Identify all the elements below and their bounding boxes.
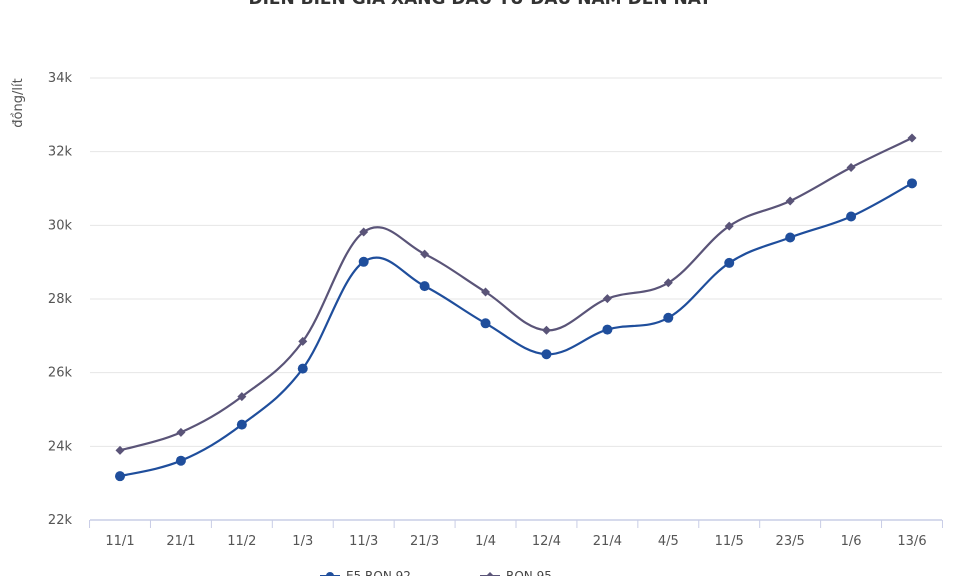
data-point-ron-95 [481,287,491,297]
x-tick-label: 12/4 [532,534,561,549]
data-point-ron-95 [115,445,125,455]
data-point-ron-95 [298,336,308,346]
series-line-e5-ron-92 [119,182,913,478]
x-tick-label: 11/3 [349,534,378,549]
x-tick-label: 11/1 [105,534,134,549]
y-tick-label: 30k [48,218,73,233]
x-tick-label: 23/5 [776,534,805,549]
legend-label-e5-ron-92: E5 RON 92 [346,569,411,576]
x-tick-label: 13/6 [897,534,926,549]
data-point-ron-95 [420,249,430,259]
y-tick-label: 26k [48,366,73,381]
x-tick-label: 21/3 [410,534,439,549]
legend-label-ron-95: RON 95 [506,569,552,576]
x-tick-label: 21/4 [593,534,622,549]
data-point-e5-ron-92 [297,363,308,374]
y-tick-label: 22k [48,513,73,528]
data-point-e5-ron-92 [846,211,857,222]
data-point-e5-ron-92 [541,349,552,360]
x-tick-label: 1/6 [841,534,862,549]
data-point-e5-ron-92 [602,324,613,335]
data-point-ron-95 [724,221,734,231]
data-point-e5-ron-92 [480,318,491,329]
data-point-ron-95 [541,325,551,335]
data-point-ron-95 [602,294,612,304]
data-point-ron-95 [785,196,795,206]
data-point-e5-ron-92 [724,257,735,268]
data-point-e5-ron-92 [236,419,247,430]
data-point-ron-95 [663,278,673,288]
data-point-ron-95 [846,163,856,173]
x-tick-label: 1/4 [475,534,496,549]
data-point-e5-ron-92 [785,232,796,243]
legend-marker-e5-ron-92 [326,572,334,580]
y-tick-label: 34k [48,71,73,86]
x-tick-label: 4/5 [658,534,679,549]
x-tick-label: 1/3 [292,534,313,549]
data-point-e5-ron-92 [115,471,125,482]
series-line-ron-95 [119,137,913,452]
data-point-e5-ron-92 [419,281,430,292]
legend: E5 RON 92 RON 95 [320,569,552,580]
data-point-ron-95 [359,227,369,237]
data-point-ron-95 [907,133,917,143]
y-tick-label: 32k [48,145,73,160]
x-tick-label: 11/5 [715,534,744,549]
x-tick-label: 11/2 [227,534,256,549]
grid-lines [90,77,942,447]
y-tick-label: 28k [48,292,73,307]
legend-marker-ron-95 [486,572,494,580]
x-tick-label: 21/1 [166,534,195,549]
data-point-ron-95 [176,427,186,437]
y-tick-label: 24k [48,439,73,454]
series-group [115,133,917,482]
data-point-e5-ron-92 [907,178,917,189]
data-point-e5-ron-92 [358,256,369,267]
data-point-ron-95 [237,392,247,402]
chart-title: DIỄN BIẾN GIÁ XĂNG DẦU TỪ ĐẦU NĂM ĐẾN NA… [248,0,712,9]
axes: 22k 24k 26k 28k 30k 32k 34k 11/1 21/1 11/2 1/3 11/3… [48,71,943,549]
data-point-e5-ron-92 [663,312,674,323]
data-point-e5-ron-92 [175,455,186,466]
y-axis-label: đồng/lít [11,78,26,127]
